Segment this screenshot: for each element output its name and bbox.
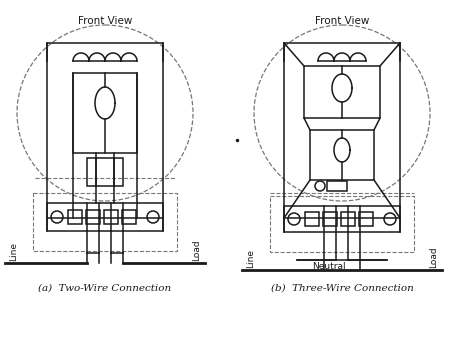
Bar <box>341 212 355 226</box>
Bar <box>270 196 414 252</box>
Text: Front View: Front View <box>78 16 132 26</box>
Bar <box>87 158 123 186</box>
Text: (b)  Three-Wire Connection: (b) Three-Wire Connection <box>271 284 413 293</box>
Bar <box>305 212 319 226</box>
Text: Front View: Front View <box>315 16 369 26</box>
Text: Line: Line <box>246 249 255 268</box>
Bar <box>73 73 137 153</box>
Bar <box>47 43 163 218</box>
Bar <box>284 43 400 218</box>
Text: Load: Load <box>192 239 201 261</box>
Bar <box>122 210 136 224</box>
Bar <box>327 181 347 191</box>
Bar <box>104 210 118 224</box>
Bar <box>68 210 82 224</box>
Bar <box>33 193 177 251</box>
Bar <box>359 212 373 226</box>
Bar <box>86 210 100 224</box>
Bar <box>284 206 400 232</box>
Bar <box>323 212 337 226</box>
Text: Line: Line <box>9 242 18 261</box>
Text: Neutral: Neutral <box>312 262 346 271</box>
Bar <box>47 203 163 231</box>
Bar <box>310 130 374 180</box>
Text: Load: Load <box>429 246 438 268</box>
Bar <box>304 66 380 118</box>
Text: (a)  Two-Wire Connection: (a) Two-Wire Connection <box>38 284 172 293</box>
